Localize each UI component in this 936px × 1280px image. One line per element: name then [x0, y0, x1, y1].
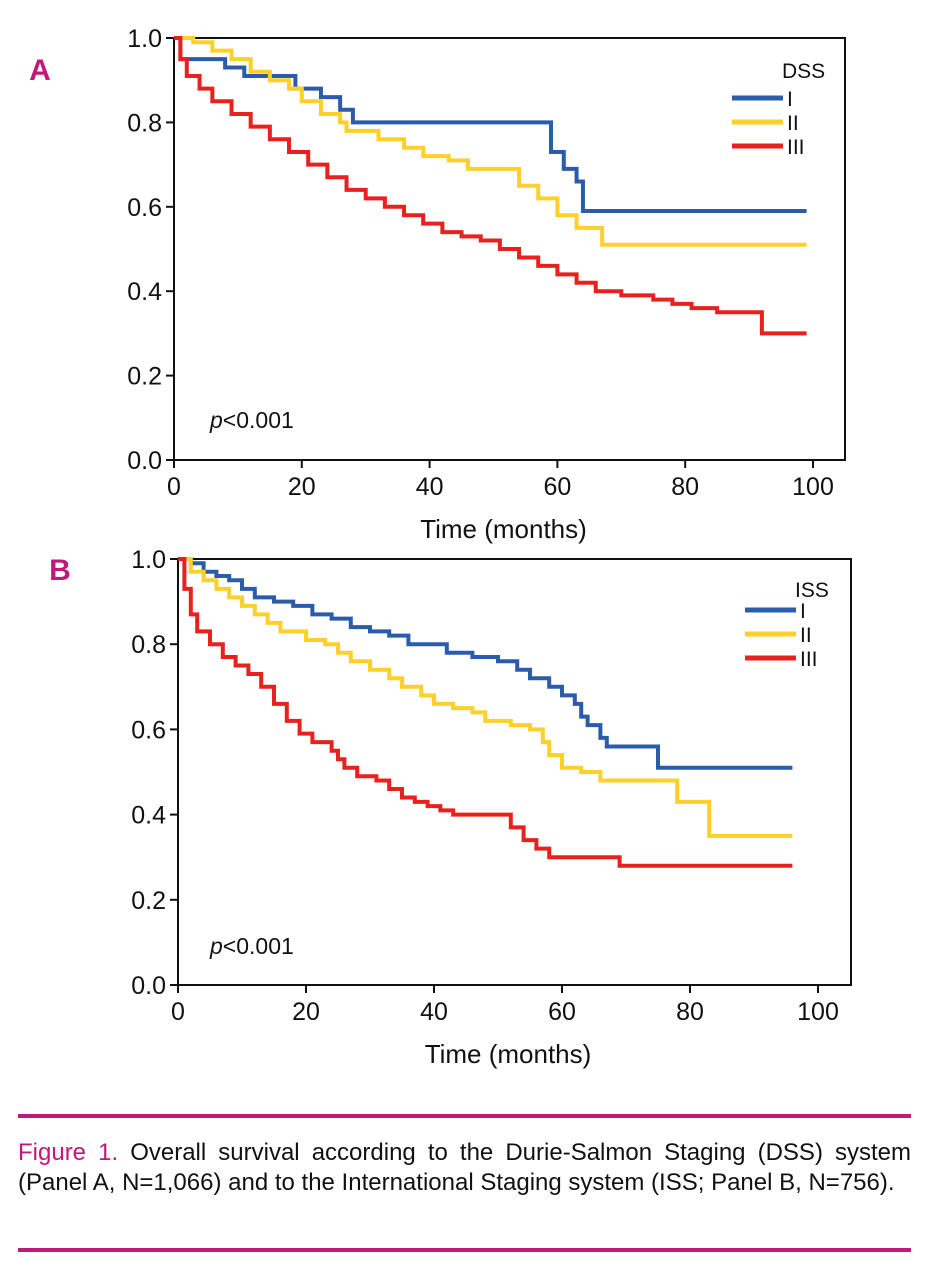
x-tick-label: 0: [167, 473, 181, 501]
y-tick-label: 0.2: [127, 363, 162, 391]
y-tick-label: 0.6: [127, 194, 162, 222]
p-value-text: <0.001: [223, 407, 294, 433]
y-tick-label: 0.6: [131, 716, 166, 744]
y-tick-label: 0.2: [131, 887, 166, 915]
x-tick-label: 40: [416, 473, 444, 501]
legend-label-iii: III: [787, 136, 805, 159]
y-tick-label: 0.4: [131, 802, 166, 830]
x-tick-label: 80: [676, 998, 704, 1026]
x-tick-label: 80: [671, 473, 699, 501]
legend-title: DSS: [782, 60, 825, 83]
y-tick-label: 0.4: [127, 278, 162, 306]
figure-caption: Figure 1. Overall survival according to …: [18, 1138, 911, 1198]
top-rule: [18, 1114, 911, 1118]
x-axis-label: Time (months): [425, 1039, 592, 1069]
legend-label-i: I: [800, 600, 806, 623]
p-value-annotation: p<0.001: [209, 933, 294, 959]
y-tick-label: 1.0: [127, 25, 162, 53]
panel-label: A: [29, 54, 51, 87]
y-tick-label: 0.8: [131, 631, 166, 659]
panel-a-chart: A 0.0 0.2 0.4 0.6 0.8 1.0 0 20 40 60 80 100 Time (mon…: [29, 25, 846, 544]
legend-label-i: I: [787, 88, 793, 111]
plot-frame: [173, 37, 846, 461]
plot-frame: [177, 558, 852, 986]
y-tick-label: 0.0: [131, 972, 166, 1000]
panel-b-chart: B 0.0 0.2 0.4 0.6 0.8 1.0 0 20 40 60 80 100 Time (mon…: [49, 546, 852, 1069]
x-tick-label: 40: [420, 998, 448, 1026]
x-tick-label: 0: [171, 998, 185, 1026]
p-value-annotation: p<0.001: [209, 407, 294, 433]
series-line-ii: [174, 36, 807, 247]
legend-label-ii: II: [787, 112, 799, 135]
bottom-rule: [18, 1248, 911, 1252]
x-tick-label: 60: [543, 473, 571, 501]
series-line-i: [178, 557, 793, 770]
survival-figure: A 0.0 0.2 0.4 0.6 0.8 1.0 0 20 40 60 80 100 Time (mon…: [29, 25, 852, 1069]
y-tick-label: 0.8: [127, 109, 162, 137]
series-line-ii: [178, 557, 793, 838]
legend-label-iii: III: [800, 648, 818, 671]
series-line-iii: [174, 36, 807, 336]
x-tick-label: 20: [288, 473, 316, 501]
p-value-symbol: p: [209, 933, 223, 959]
y-tick-label: 1.0: [131, 546, 166, 574]
panel-label: B: [49, 554, 71, 587]
x-tick-label: 100: [792, 473, 834, 501]
p-value-symbol: p: [209, 407, 223, 433]
legend-label-ii: II: [800, 624, 812, 647]
x-tick-label: 20: [292, 998, 320, 1026]
series-line-iii: [178, 557, 793, 868]
x-axis-label: Time (months): [420, 514, 587, 544]
caption-text: Overall survival according to the Durie-…: [18, 1139, 912, 1196]
y-tick-label: 0.0: [127, 447, 162, 475]
series-line-i: [174, 36, 807, 214]
p-value-text: <0.001: [223, 933, 294, 959]
legend-title: ISS: [795, 579, 829, 602]
x-tick-label: 60: [548, 998, 576, 1026]
x-tick-label: 100: [797, 998, 839, 1026]
caption-label: Figure 1.: [18, 1139, 119, 1166]
